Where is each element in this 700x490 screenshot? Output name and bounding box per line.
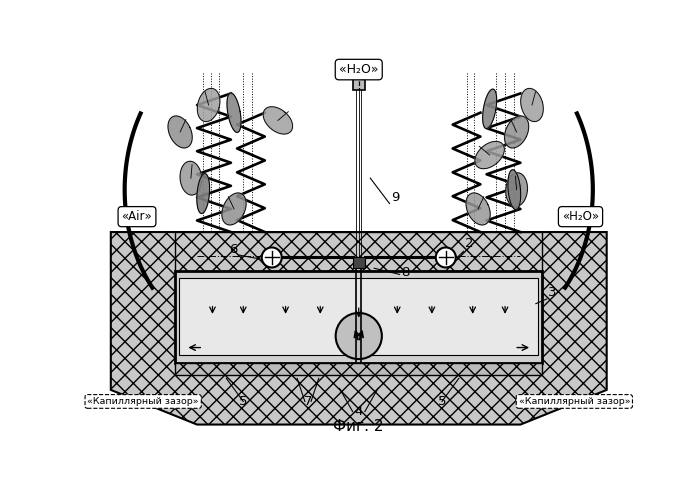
Polygon shape: [466, 193, 490, 225]
Polygon shape: [475, 142, 504, 169]
Text: Фиг. 2: Фиг. 2: [333, 419, 384, 434]
Text: «H₂O»: «H₂O»: [339, 63, 379, 76]
Text: 3: 3: [548, 286, 556, 299]
Bar: [353, 0, 365, 90]
Text: 2: 2: [465, 238, 473, 250]
Polygon shape: [197, 88, 220, 122]
Bar: [353, 257, 365, 268]
Polygon shape: [508, 170, 521, 210]
Circle shape: [262, 247, 281, 268]
Text: «Капиллярный зазор»: «Капиллярный зазор»: [519, 397, 630, 406]
Circle shape: [435, 247, 456, 268]
Polygon shape: [222, 193, 246, 225]
Polygon shape: [505, 116, 528, 148]
Text: 9: 9: [391, 191, 400, 204]
Polygon shape: [506, 173, 527, 207]
Bar: [176, 363, 542, 374]
Circle shape: [335, 313, 382, 359]
Bar: [176, 270, 542, 363]
Text: 4: 4: [355, 405, 363, 417]
Text: 7: 7: [304, 395, 312, 408]
Polygon shape: [483, 89, 496, 128]
Text: «Капиллярный зазор»: «Капиллярный зазор»: [88, 397, 199, 406]
Text: «Air»: «Air»: [122, 210, 153, 223]
Polygon shape: [176, 232, 542, 270]
Text: 5: 5: [239, 395, 248, 408]
Text: 6: 6: [230, 243, 238, 256]
Polygon shape: [227, 93, 241, 132]
Polygon shape: [111, 232, 607, 424]
Polygon shape: [521, 88, 543, 122]
Bar: [179, 278, 538, 355]
Polygon shape: [197, 173, 209, 214]
Polygon shape: [263, 107, 293, 134]
Polygon shape: [168, 116, 193, 148]
Polygon shape: [180, 161, 202, 195]
Text: 8: 8: [401, 266, 410, 279]
Text: 5: 5: [438, 395, 446, 408]
Text: «H₂O»: «H₂O»: [562, 210, 599, 223]
